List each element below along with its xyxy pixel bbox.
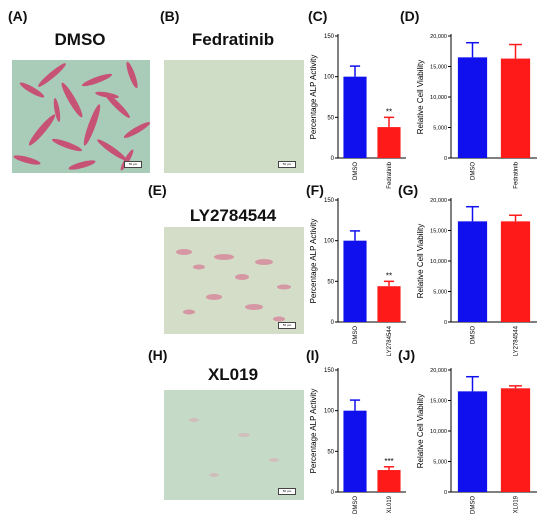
image-title-dmso: DMSO <box>54 30 106 49</box>
panel-label-h: (H) <box>148 347 168 363</box>
bar-fedratinib <box>500 58 531 158</box>
y-axis-label: Relative Cell Viability <box>416 394 425 469</box>
scale-bar-ly2784544: 50 µm <box>278 322 296 329</box>
panel-label-f: (F) <box>306 182 324 198</box>
x-tick-label: XL019 <box>387 495 393 513</box>
y-tick-label: 50 <box>327 449 334 455</box>
scale-bar-dmso: 50 µm <box>124 161 142 168</box>
y-tick-label: 20,000 <box>430 368 447 374</box>
significance-marker: ** <box>386 107 392 116</box>
y-tick-label: 10,000 <box>430 95 447 101</box>
bar-dmso <box>457 57 488 158</box>
y-tick-label: 100 <box>324 75 335 81</box>
y-axis-label: Relative Cell Viability <box>416 224 425 299</box>
y-tick-label: 20,000 <box>430 198 447 204</box>
y-tick-label: 15,000 <box>430 65 447 71</box>
microscopy-image-ly2784544: 50 µm <box>164 227 304 334</box>
bar-dmso <box>457 391 488 492</box>
y-tick-label: 100 <box>324 239 335 245</box>
y-axis-label: Percentage ALP Activity <box>309 219 318 304</box>
y-tick-label: 50 <box>327 279 334 285</box>
y-tick-label: 5,000 <box>433 126 447 132</box>
x-tick-label: LY2784544 <box>514 325 520 356</box>
y-tick-label: 150 <box>324 34 335 40</box>
image-title-ly2784544: LY2784544 <box>189 206 277 225</box>
x-tick-label: LY2784544 <box>387 325 393 356</box>
y-tick-label: 10,000 <box>430 259 447 265</box>
scale-bar-fedratinib: 50 µm <box>278 161 296 168</box>
microscopy-image-xl019: 50 µm <box>164 390 304 500</box>
panel-label-e: (E) <box>148 182 167 198</box>
significance-marker: ** <box>386 271 392 280</box>
y-tick-label: 0 <box>444 320 447 326</box>
y-axis-label: Percentage ALP Activity <box>309 55 318 140</box>
bar-dmso <box>343 240 367 322</box>
x-tick-label: DMSO <box>471 162 477 180</box>
y-tick-label: 0 <box>444 490 447 496</box>
y-tick-label: 10,000 <box>430 429 447 435</box>
x-tick-label: DMSO <box>353 326 359 344</box>
panel-label-b: (B) <box>160 8 180 24</box>
y-tick-label: 5,000 <box>433 460 447 466</box>
panel-label-c: (C) <box>308 8 328 24</box>
x-tick-label: DMSO <box>471 326 477 344</box>
bar-fedratinib <box>377 127 401 158</box>
microscopy-image-fedratinib: 50 µm <box>164 60 304 173</box>
image-title-fedratinib: Fedratinib <box>191 30 275 49</box>
image-title-xl019: XL019 <box>207 365 259 384</box>
panel-label-a: (A) <box>8 8 28 24</box>
y-tick-label: 15,000 <box>430 229 447 235</box>
bar-dmso <box>343 76 367 158</box>
stained-cells-xl019 <box>189 418 279 477</box>
y-tick-label: 5,000 <box>433 290 447 296</box>
bar-ly2784544 <box>377 286 401 322</box>
x-tick-label: Fedratinib <box>387 161 393 188</box>
bar-ly2784544 <box>500 221 531 322</box>
x-tick-label: XL019 <box>514 495 520 513</box>
panel-label-i: (I) <box>306 347 320 363</box>
significance-marker: *** <box>384 457 393 466</box>
x-tick-label: DMSO <box>353 496 359 514</box>
x-tick-label: Fedratinib <box>514 161 520 188</box>
y-tick-label: 100 <box>324 409 335 415</box>
panel-label-j: (J) <box>398 347 416 363</box>
y-tick-label: 20,000 <box>430 34 447 40</box>
y-tick-label: 0 <box>331 490 335 496</box>
y-tick-label: 15,000 <box>430 399 447 405</box>
x-tick-label: DMSO <box>471 496 477 514</box>
x-tick-label: DMSO <box>353 162 359 180</box>
scale-bar-xl019: 50 µm <box>278 488 296 495</box>
y-tick-label: 0 <box>444 156 447 162</box>
stained-cells-dmso <box>13 61 150 171</box>
y-tick-label: 150 <box>324 368 335 374</box>
y-tick-label: 0 <box>331 320 335 326</box>
y-tick-label: 0 <box>331 156 335 162</box>
stained-cells-ly2784544 <box>176 249 291 322</box>
y-axis-label: Percentage ALP Activity <box>309 389 318 474</box>
bar-dmso <box>343 410 367 492</box>
y-tick-label: 50 <box>327 115 334 121</box>
panel-label-d: (D) <box>400 8 420 24</box>
microscopy-image-dmso: 50 µm <box>12 60 150 173</box>
bar-xl019 <box>500 388 531 492</box>
y-tick-label: 150 <box>324 198 335 204</box>
y-axis-label: Relative Cell Viability <box>416 60 425 135</box>
bar-xl019 <box>377 470 401 492</box>
panel-label-g: (G) <box>398 182 419 198</box>
bar-dmso <box>457 221 488 322</box>
